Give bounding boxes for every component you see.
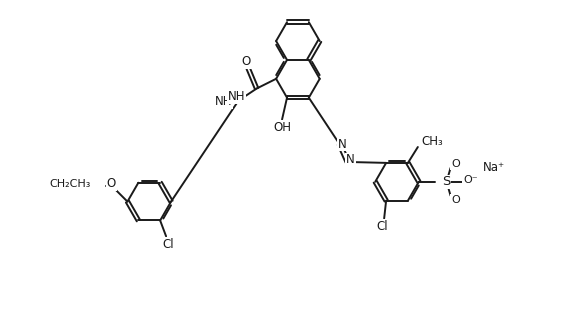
Text: Cl: Cl — [162, 238, 174, 251]
Text: OH: OH — [273, 121, 291, 134]
Text: CH₂CH₃: CH₂CH₃ — [49, 179, 90, 189]
Text: O: O — [451, 195, 460, 205]
Text: O: O — [242, 55, 251, 68]
Text: N: N — [346, 154, 355, 167]
Text: CH₃: CH₃ — [422, 134, 443, 148]
Text: NH: NH — [215, 95, 232, 108]
Text: Cl: Cl — [376, 220, 388, 233]
Text: O: O — [106, 177, 116, 190]
Text: S: S — [442, 175, 451, 188]
Text: Na⁺: Na⁺ — [483, 161, 505, 174]
Text: O: O — [451, 159, 460, 169]
Text: N: N — [338, 138, 347, 151]
Text: NH: NH — [228, 90, 245, 103]
Text: O⁻: O⁻ — [463, 175, 477, 185]
